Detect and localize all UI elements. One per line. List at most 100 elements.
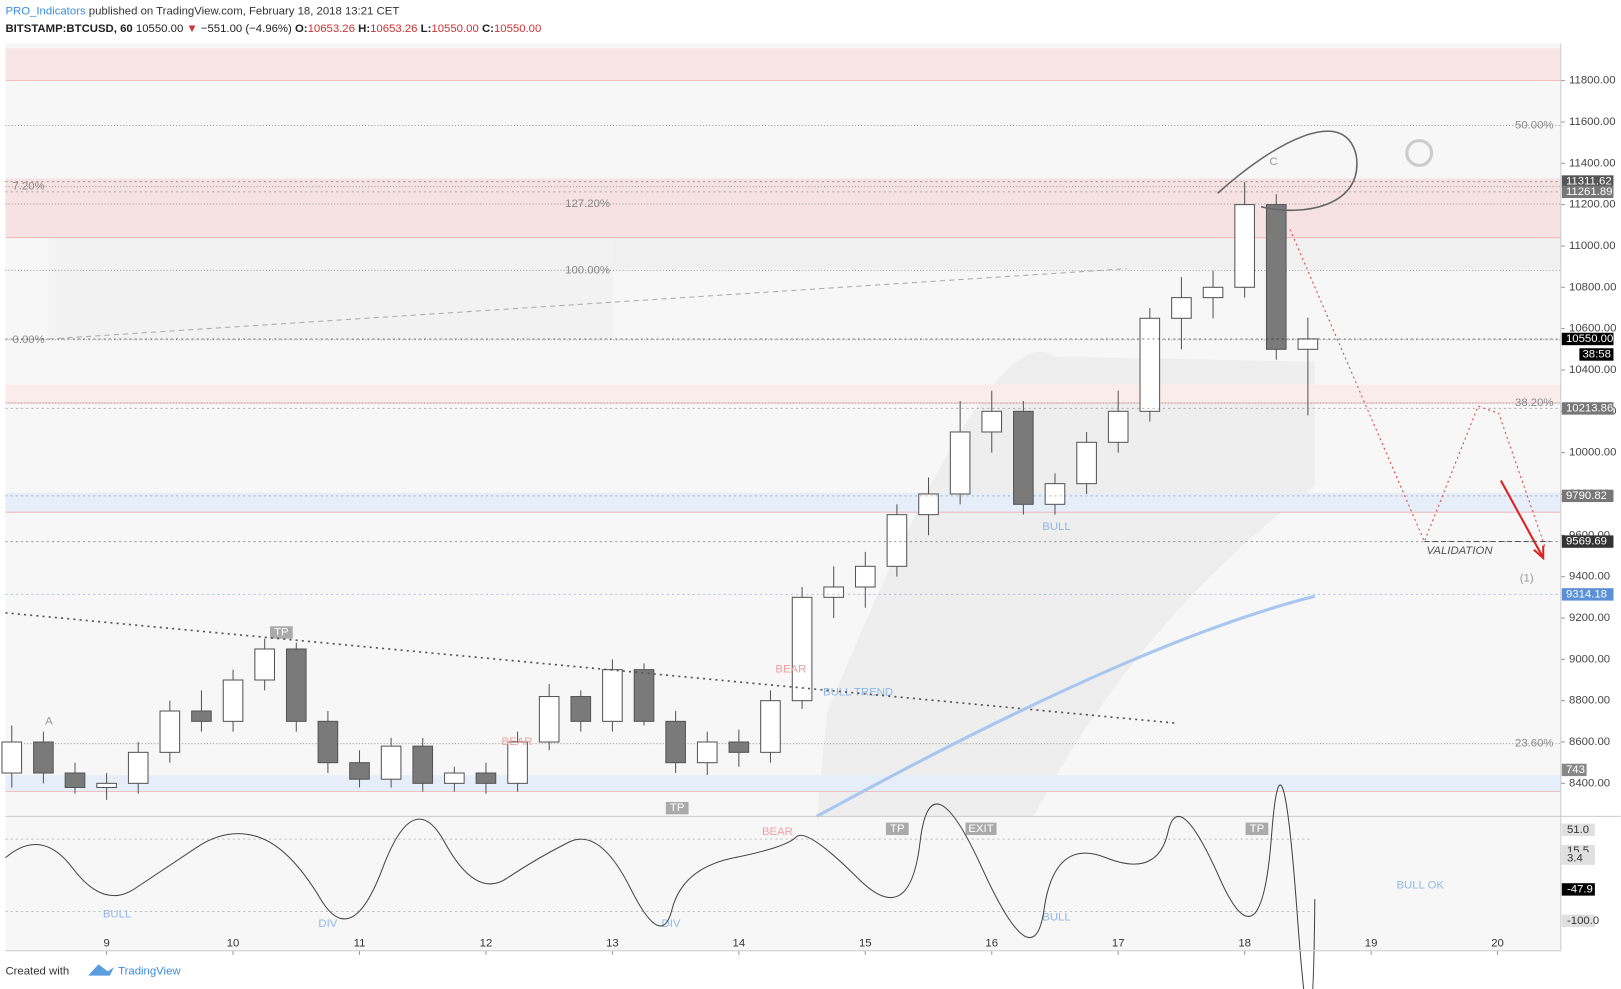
annotation: TP [274, 626, 289, 638]
h-value: 10653.26 [370, 23, 417, 35]
annotation-box [665, 801, 689, 815]
annotation: BEAR [502, 736, 533, 748]
x-tick-label: 20 [1491, 938, 1504, 950]
zone [5, 775, 1561, 792]
price-tag-bg [1561, 402, 1614, 415]
osc-tag: 51.0 [1567, 824, 1589, 836]
c-label: C: [482, 23, 494, 35]
y-tick-label: 9200.00 [1569, 612, 1610, 624]
annotation-box [270, 626, 293, 639]
down-arrow: ▼ [186, 23, 197, 35]
y-tick-label: 10400.00 [1569, 364, 1616, 376]
symbol-line: BITSTAMP:BTCUSD, 60 10550.00 ▼ −551.00 (… [5, 23, 541, 35]
candle-body [538, 696, 560, 743]
annotation: TP [1250, 823, 1265, 835]
y-tick-label: 11000.00 [1569, 240, 1616, 252]
annotation-box [885, 822, 909, 836]
published: published on TradingView.com, February 1… [86, 5, 400, 17]
fib-label: 7.20% [13, 181, 45, 193]
annotation: C [1269, 156, 1277, 168]
annotation: BULL [1042, 521, 1070, 533]
annotation: BEAR [762, 826, 793, 838]
y-tick-label: 8400.00 [1569, 777, 1610, 789]
annotation: BULL [103, 909, 131, 921]
footer-brand[interactable]: TradingView [118, 965, 181, 977]
osc-tag: -100.0 [1567, 915, 1599, 927]
x-tick-label: 18 [1238, 938, 1251, 950]
o-value: 10653.26 [308, 23, 355, 35]
annotation: BULL OK [1396, 880, 1444, 892]
annotation: TP [890, 823, 905, 835]
y-tick-label: 10600.00 [1569, 323, 1616, 335]
candle-body [1107, 410, 1129, 443]
price-tag-bg [1561, 332, 1614, 346]
cloud [816, 351, 1315, 817]
price-tag-bg [1561, 185, 1614, 199]
candle-body [760, 700, 781, 753]
osc-tag-bg [1561, 883, 1595, 896]
candle-body [1013, 410, 1034, 505]
candle-body [854, 565, 876, 588]
arrow-head [1533, 545, 1545, 561]
price-tag-bg [1561, 588, 1614, 601]
arrow [1499, 480, 1544, 557]
volume-tag: 743 [1566, 764, 1585, 776]
fib-label: 23.60% [1515, 738, 1554, 750]
o-label: O: [295, 23, 308, 35]
annotation: DIV [662, 918, 681, 930]
candle-body [475, 772, 497, 784]
annotation: EXIT [968, 823, 993, 835]
osc-tag-bg [1561, 914, 1595, 927]
candle-body [918, 493, 939, 516]
candle-body [949, 431, 971, 495]
annotation-box [1245, 822, 1269, 836]
y-tick-label: 10000.00 [1569, 447, 1616, 459]
candle-body [96, 782, 117, 788]
c-value: 10550.00 [494, 23, 541, 35]
candle-body [728, 741, 750, 753]
x-tick-label: 12 [480, 938, 493, 950]
candle-body [64, 772, 86, 788]
last: 10550.00 [136, 23, 183, 35]
annotation: BEAR [775, 664, 806, 676]
candle-body [886, 514, 908, 567]
moving-average [815, 594, 1316, 818]
candle-body [412, 745, 434, 784]
annotation: TP [670, 802, 685, 814]
l-value: 10550.00 [431, 23, 478, 35]
candle-body [191, 710, 212, 722]
candle-body [665, 720, 686, 764]
annotation: BULL [1042, 912, 1070, 924]
range-box [48, 235, 614, 339]
zone [5, 492, 1561, 513]
candle-body [1297, 338, 1319, 350]
annotation: A [45, 715, 53, 727]
candle-body [349, 762, 370, 780]
candle-body [1265, 204, 1287, 350]
annotation-box [965, 822, 997, 836]
candle-body [1, 741, 23, 774]
range-box [613, 235, 1561, 269]
x-tick-label: 11 [354, 938, 366, 950]
price-tag: 9314.18 [1566, 588, 1607, 600]
price-tag: 9569.69 [1566, 536, 1607, 548]
tv-logo [88, 964, 114, 976]
annotation: DIV [318, 918, 337, 930]
candle-body [317, 720, 339, 764]
y-tick-label: 9400.00 [1569, 571, 1610, 583]
annotation: VALIDATION [1426, 545, 1493, 557]
candle-body [791, 596, 813, 702]
x-tick-label: 10 [227, 938, 240, 950]
y-tick-label: 11600.00 [1569, 116, 1616, 128]
fib-label: 100.00% [565, 264, 610, 276]
candle-body [602, 669, 623, 722]
candle-body [981, 410, 1003, 433]
projection [1289, 229, 1546, 548]
header-line: PRO_Indicators published on TradingView.… [5, 5, 399, 17]
candle-body [633, 669, 655, 722]
chart-layer: 50.00% 7.20% 127.20% 100.00% 0.00% 38.20% 23.6… [1, 48, 1565, 955]
fib-label: 0.00% [13, 334, 45, 346]
y-tick-label: 11800.00 [1569, 75, 1616, 87]
y-tick-label: 8800.00 [1569, 695, 1610, 707]
change: −551.00 (−4.96%) [201, 23, 292, 35]
